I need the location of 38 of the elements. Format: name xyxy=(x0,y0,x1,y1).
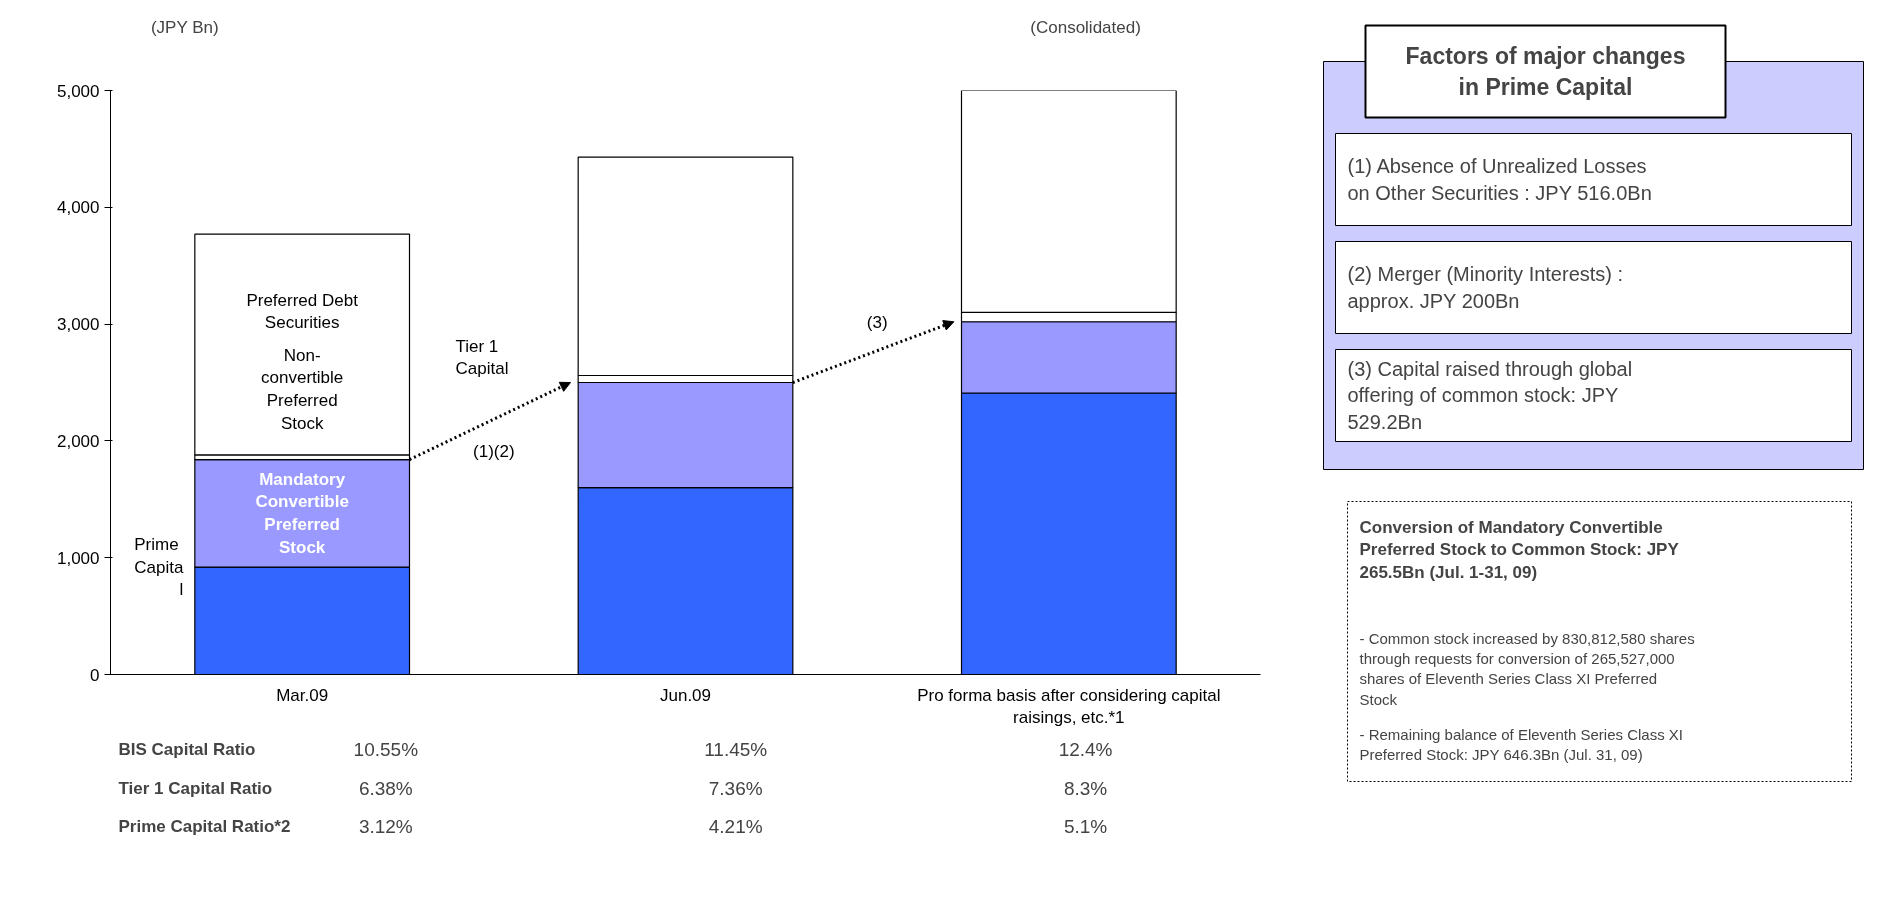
text: BIS Capital Ratio xyxy=(118,740,256,760)
text: Tier 1 Capital Ratio xyxy=(118,778,273,798)
annotation: (3) xyxy=(866,313,888,333)
series-label: Mandatory Convertible Preferred Stock xyxy=(255,469,349,558)
text: 7.36% xyxy=(708,777,763,799)
text: Conversion of Mandatory Convertible Preferred Stock to Common Stock: JPY 265.5Bn (Jul. 1-31, 09) xyxy=(1359,517,1680,583)
text: Prime Capital Ratio*2 xyxy=(118,816,291,836)
text: 10.55% xyxy=(353,739,419,761)
y-tick-label: 3,000 xyxy=(56,315,100,335)
x-tick-label: Mar.09 xyxy=(276,685,329,705)
x-tick-label: Pro forma basis after considering capital raisings, etc.*1 xyxy=(917,685,1221,728)
text: Factors of major changes in Prime Capital xyxy=(1405,42,1686,100)
text: (Consolidated) xyxy=(1030,18,1141,37)
annotation: Tier 1 Capital xyxy=(455,336,509,379)
text: 8.3% xyxy=(1063,777,1108,799)
text: 12.4% xyxy=(1058,739,1113,761)
series-label: Preferred Debt Securities xyxy=(246,290,359,333)
y-tick-label: 4,000 xyxy=(56,198,100,218)
y-axis-title: (JPY Bn) xyxy=(150,18,219,37)
text: 6.38% xyxy=(358,777,413,799)
text: 3.12% xyxy=(358,815,413,837)
annotation: Prime Capital xyxy=(134,534,184,600)
text: 5.1% xyxy=(1063,815,1108,837)
text: - Remaining balance of Eleventh Series Class XI Preferred Stock: JPY 646.3Bn (Jul. 31, 09) xyxy=(1359,725,1683,763)
annotation: (1)(2) xyxy=(473,442,515,462)
text: (1) Absence of Unrealized Losses on Other Securities : JPY 516.0Bn xyxy=(1347,155,1652,204)
text: - Common stock increased by 830,812,580 shares through requests for conversion of 265,527,000 shares of Eleventh Series Class XI Preferred Stock xyxy=(1359,629,1695,708)
text: 4.21% xyxy=(708,815,763,837)
bar xyxy=(194,233,411,456)
text: (2) Merger (Minority Interests) : approx. JPY 200Bn xyxy=(1347,263,1624,312)
y-tick-label: 2,000 xyxy=(56,431,100,451)
text: 11.45% xyxy=(704,739,768,761)
y-tick-label: 1,000 xyxy=(56,548,100,568)
series-label: Non-convertible Preferred Stock xyxy=(261,345,344,433)
y-tick-label: 0 xyxy=(90,665,100,685)
text: (3) Capital raised through global offering of common stock: JPY 529.2Bn xyxy=(1347,358,1633,433)
x-tick-label: Jun.09 xyxy=(659,685,712,705)
y-tick-label: 5,000 xyxy=(56,81,100,101)
